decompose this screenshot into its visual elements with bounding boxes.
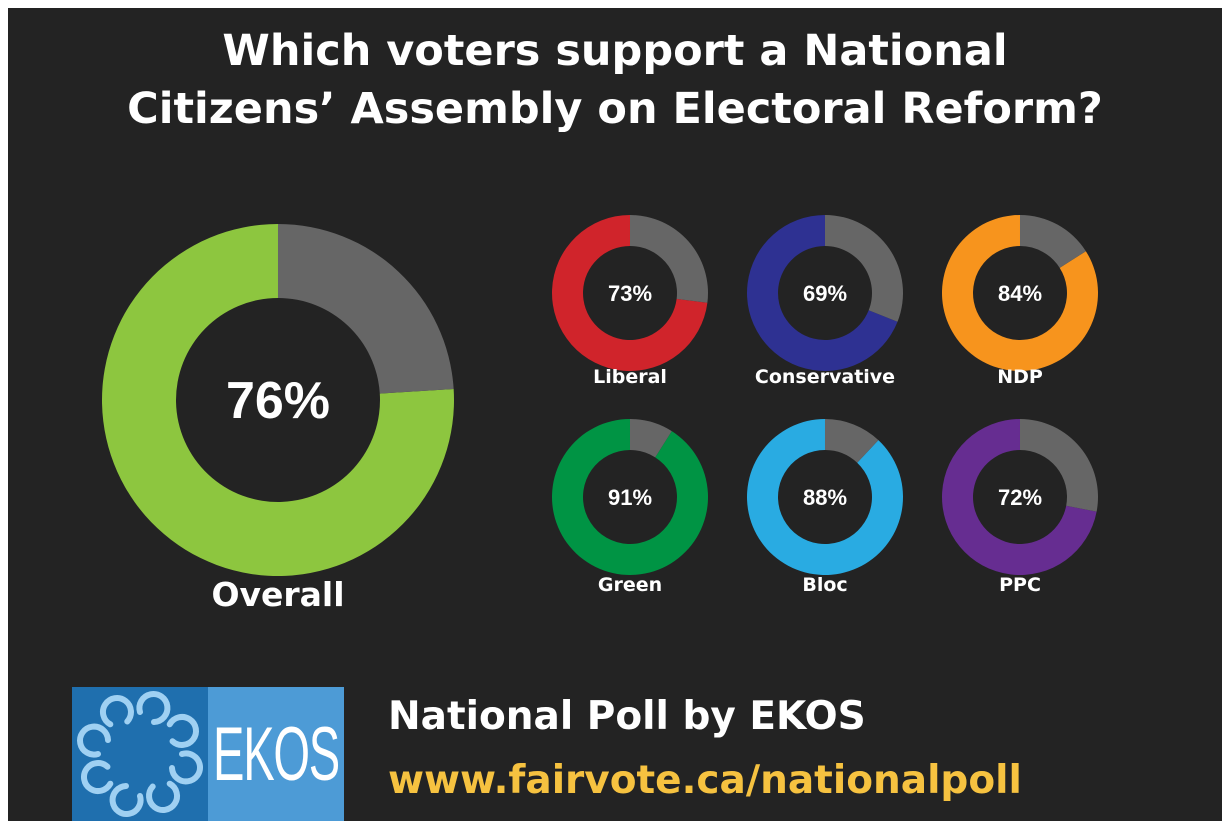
donut-conservative-remainder-slice — [825, 215, 903, 322]
footer-poll-credit: National Poll by EKOS — [388, 694, 866, 739]
chart-title: Which voters support a National Citizens… — [8, 22, 1222, 138]
donut-conservative-support-slice — [747, 215, 898, 371]
donut-ppc-category-label: PPC — [999, 574, 1041, 596]
chart-title-line-1: Which voters support a National — [222, 26, 1008, 76]
donut-bloc-value-label: 88% — [803, 485, 847, 510]
donut-ppc-support-slice — [941, 419, 1097, 575]
donut-overall-value-label: 76% — [226, 372, 330, 430]
donut-ppc-remainder-slice — [1020, 419, 1098, 512]
ekos-ring-logo-icon — [72, 687, 208, 821]
donut-liberal-support-slice — [551, 215, 708, 372]
donut-conservative-value-label: 69% — [803, 281, 847, 306]
donut-ndp-value-label: 84% — [998, 281, 1042, 306]
donut-ndp-category-label: NDP — [997, 366, 1043, 388]
donut-ndp: 84% NDP — [942, 215, 1098, 388]
ekos-logo-panel — [208, 687, 344, 821]
donut-overall-category-label: Overall — [211, 575, 344, 614]
donut-bloc-support-slice — [747, 419, 903, 575]
donut-ppc-value-label: 72% — [998, 485, 1042, 510]
infographic: Which voters support a National Citizens… — [8, 8, 1222, 821]
donut-green: 91% Green — [552, 419, 708, 596]
donut-liberal: 73% Liberal — [551, 215, 708, 388]
donut-ppc: 72% PPC — [941, 419, 1098, 596]
donut-green-category-label: Green — [598, 574, 662, 596]
donut-conservative: 69% Conservative — [747, 215, 903, 388]
donut-bloc-category-label: Bloc — [802, 574, 847, 596]
donut-bloc: 88% Bloc — [747, 419, 903, 596]
ekos-logo: EKOS — [72, 687, 344, 821]
donut-ndp-remainder-slice — [1020, 215, 1086, 268]
chart-title-line-2: Citizens’ Assembly on Electoral Reform? — [127, 84, 1103, 134]
footer-url-link[interactable]: www.fairvote.ca/nationalpoll — [388, 758, 1022, 803]
donut-liberal-value-label: 73% — [608, 281, 652, 306]
donut-green-remainder-slice — [630, 419, 672, 458]
donut-ndp-support-slice — [942, 215, 1098, 371]
donut-overall-support-slice — [102, 224, 455, 576]
donut-green-value-label: 91% — [608, 485, 652, 510]
donut-green-support-slice — [552, 419, 708, 576]
donut-liberal-category-label: Liberal — [593, 366, 667, 388]
donut-conservative-category-label: Conservative — [755, 366, 895, 388]
donut-charts: 76% Overall 73% Liberal 69% Conservative 84% ND… — [102, 215, 1098, 614]
donut-liberal-remainder-slice — [630, 215, 708, 303]
ekos-logo-text: EKOS — [213, 711, 340, 797]
donut-bloc-remainder-slice — [825, 419, 879, 463]
donut-overall-remainder-slice — [278, 224, 454, 394]
donut-overall: 76% Overall — [102, 224, 455, 614]
